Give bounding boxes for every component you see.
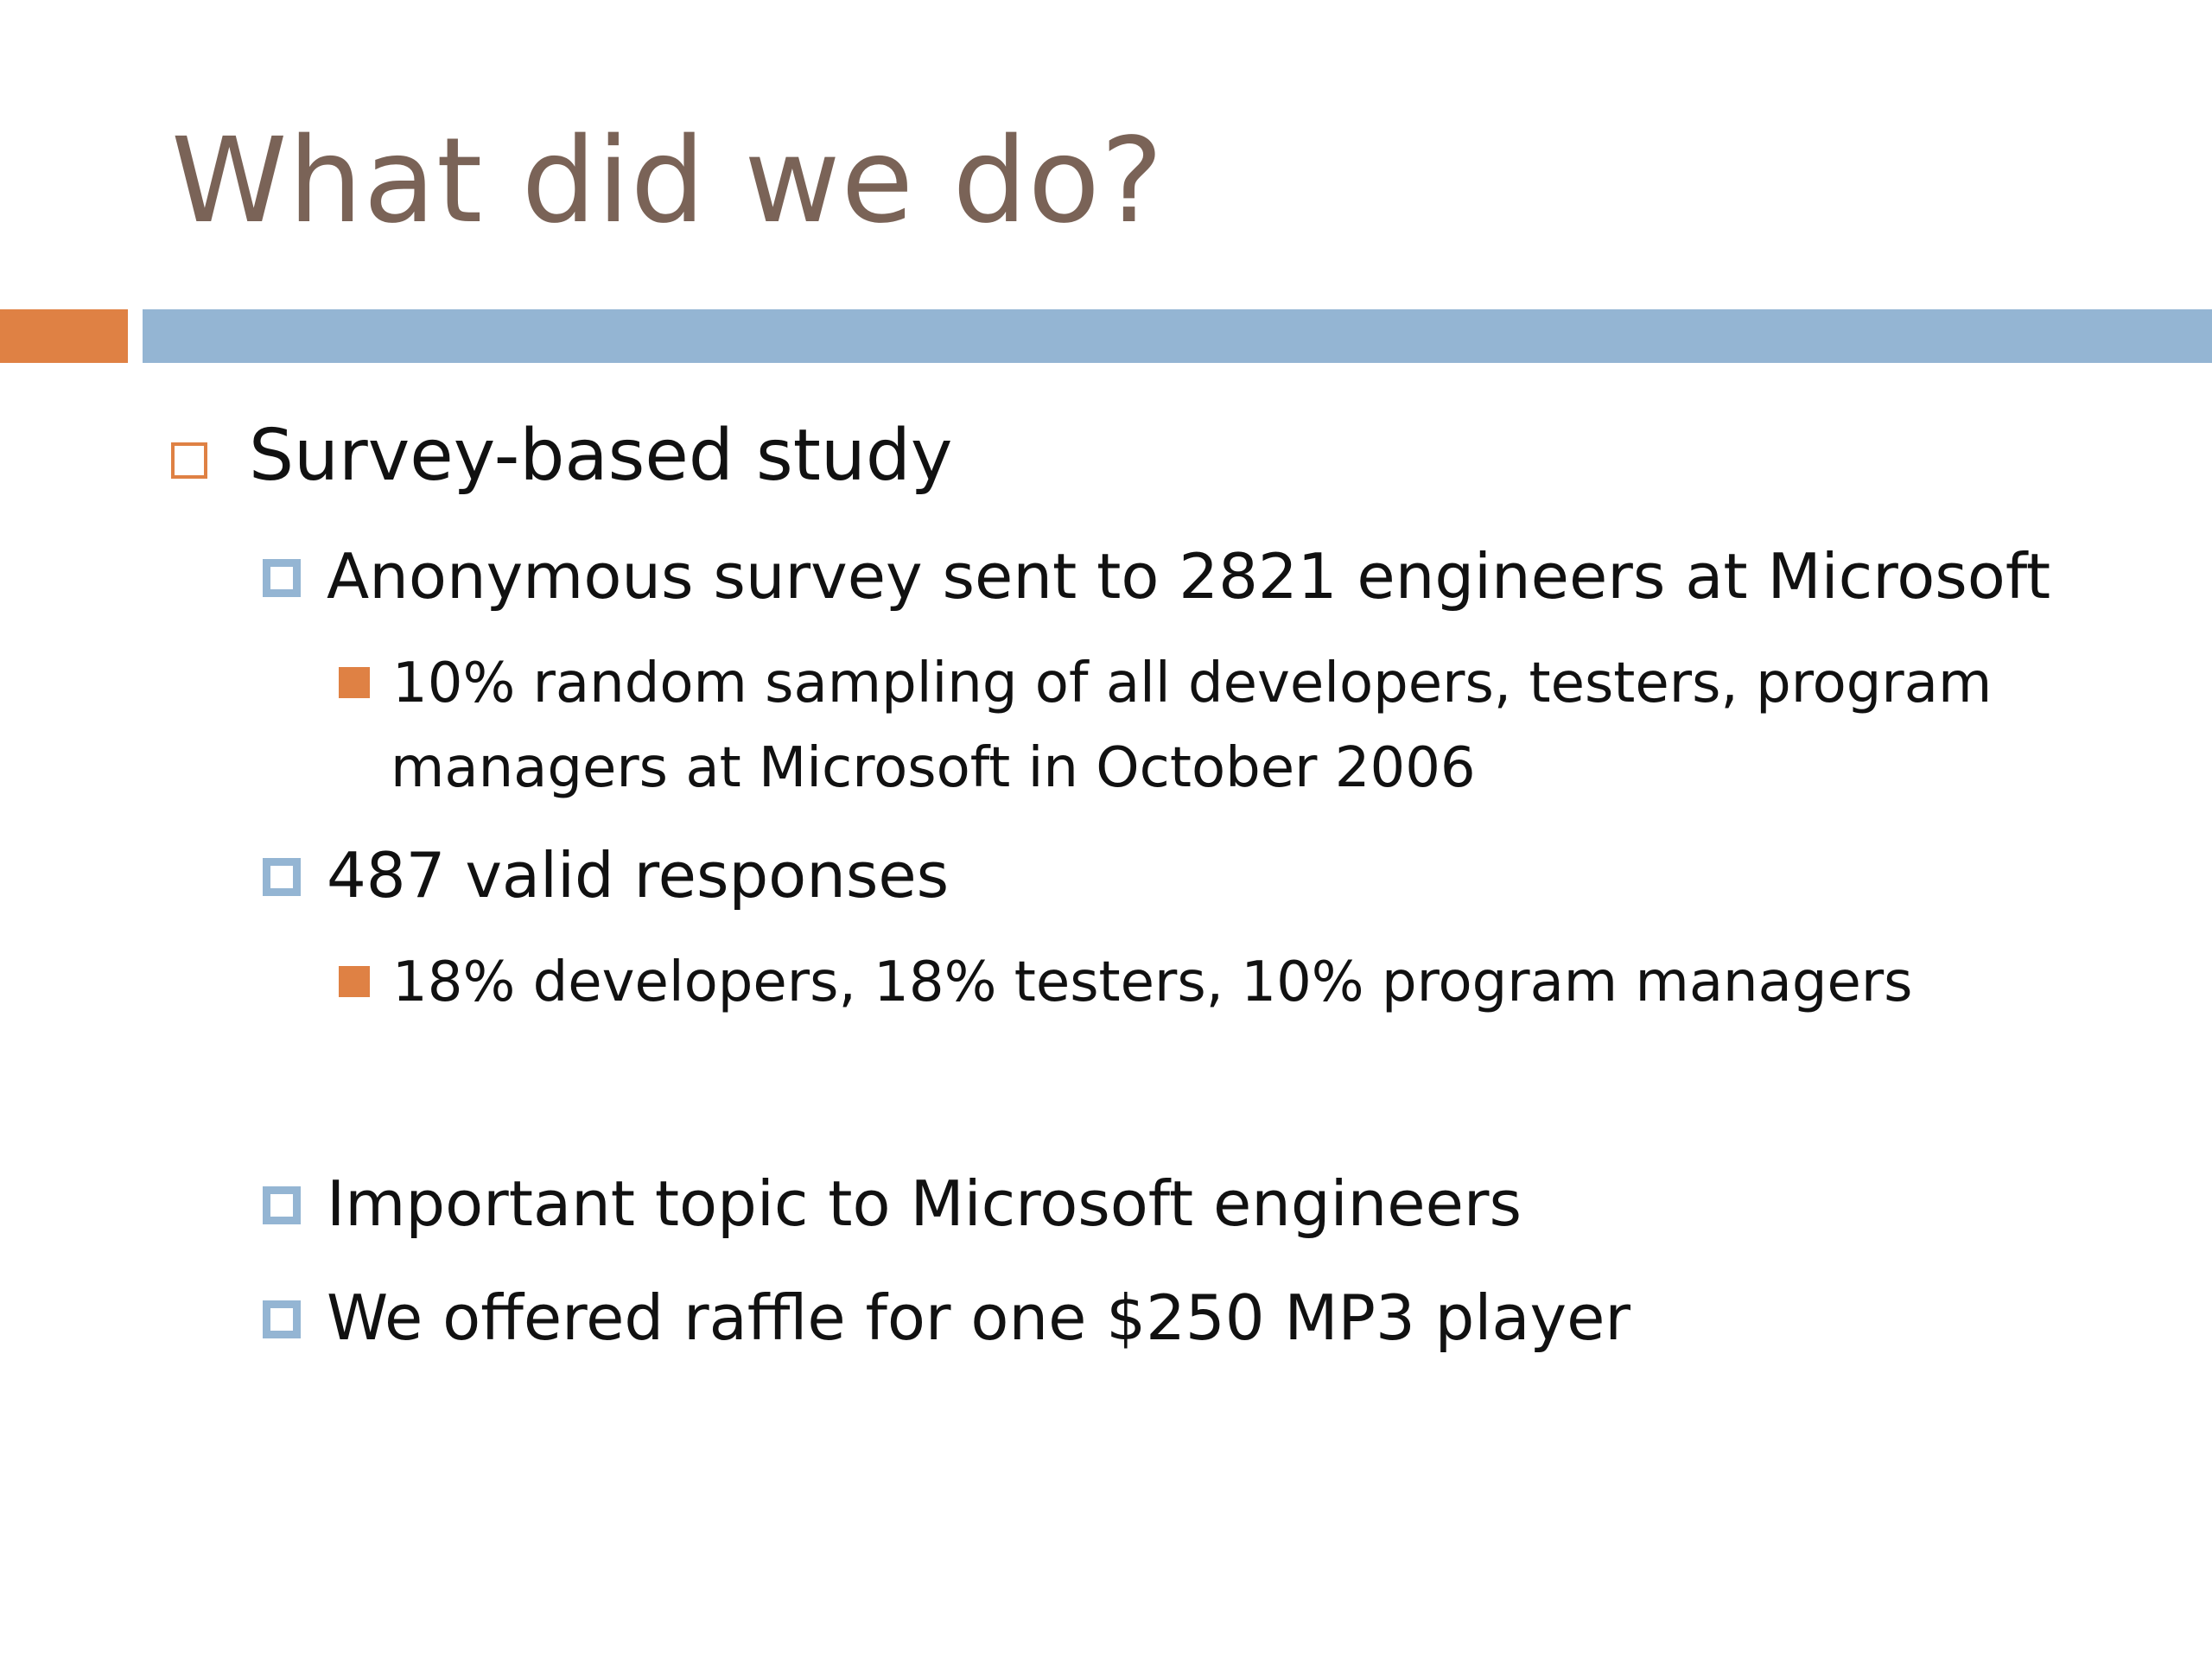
bullet-text: 18% developers, 18% testers, 10% program… [392,950,1913,1014]
bullet-text: 487 valid responses [327,839,950,912]
bullet-text: We offered raffle for one $250 MP3 playe… [327,1281,1630,1354]
framed-square-bullet-icon [263,1186,301,1224]
framed-square-bullet-icon [263,559,301,597]
title-underline-blue-segment [143,309,2212,363]
bullet-raffle: We offered raffle for one $250 MP3 playe… [263,1279,1630,1357]
bullet-text-line-1: 10% random sampling of all developers, t… [392,652,1993,715]
bullet-valid-responses: 487 valid responses [263,836,949,914]
hollow-square-bullet-icon [171,442,207,479]
bullet-text: Survey-based study [249,415,953,497]
bullet-text-line-2: managers at Microsoft in October 2006 [391,736,1476,800]
framed-square-bullet-icon [263,858,301,896]
bullet-survey-based-study: Survey-based study [171,413,952,499]
slide-title: What did we do? [171,113,1165,250]
filled-square-bullet-icon [339,667,370,698]
filled-square-bullet-icon [339,966,370,997]
framed-square-bullet-icon [263,1300,301,1338]
title-underline-orange-segment [0,309,128,363]
bullet-important-topic: Important topic to Microsoft engineers [263,1165,1522,1243]
bullet-random-sampling: 10% random sampling of all developers, t… [339,641,1992,810]
bullet-anonymous-survey: Anonymous survey sent to 2821 engineers … [263,537,2050,615]
bullet-role-breakdown: 18% developers, 18% testers, 10% program… [339,940,1912,1025]
bullet-text: Important topic to Microsoft engineers [327,1167,1522,1240]
bullet-text: Anonymous survey sent to 2821 engineers … [327,540,2051,613]
